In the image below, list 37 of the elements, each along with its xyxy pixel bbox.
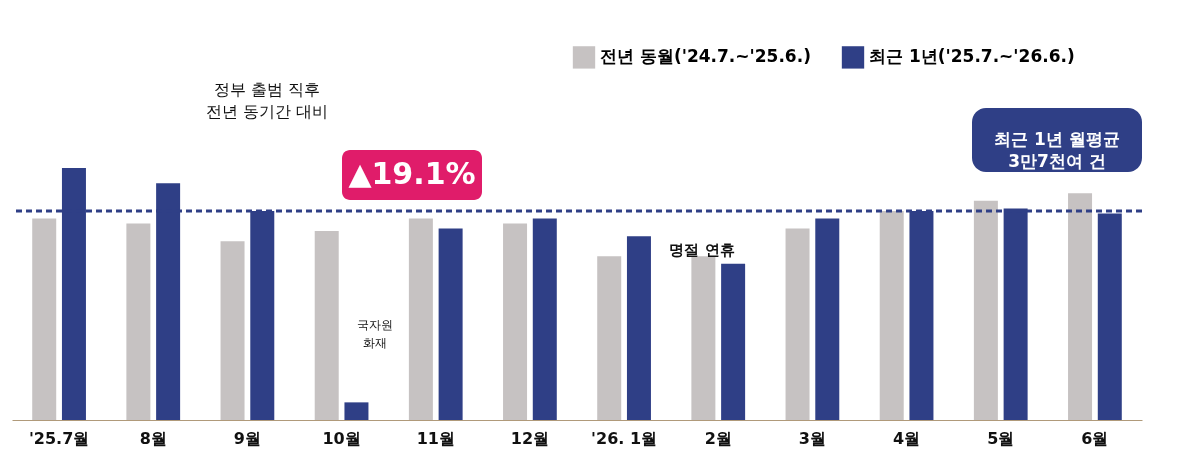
bar (691, 256, 716, 420)
x-tick-label: 3월 (798, 428, 826, 448)
annotation: ▲19.1% (348, 156, 476, 191)
bar (815, 218, 840, 420)
x-tick-label: '25.7월 (28, 428, 90, 448)
bar (721, 263, 746, 420)
bar (438, 228, 463, 420)
bar (503, 223, 528, 420)
x-tick-label: 12월 (510, 428, 550, 448)
x-tick-label: 6월 (1081, 428, 1109, 448)
annotation: 국자원 화재 (357, 318, 393, 350)
x-tick-label: 8월 (139, 428, 167, 448)
x-tick-label: 11월 (416, 428, 455, 448)
x-tick-label: 4월 (893, 428, 921, 448)
legend-label: 최근 1년('25.7.~'26.6.) (869, 46, 1075, 67)
bar (344, 402, 369, 420)
bar (626, 236, 651, 420)
bar (220, 241, 245, 420)
bar (408, 218, 433, 420)
x-tick-label: 5월 (987, 428, 1015, 448)
bar (973, 200, 998, 420)
legend-label: 전년 동월('24.7.~'25.6.) (600, 46, 811, 67)
bar (532, 218, 557, 420)
x-tick-label: '26. 1월 (591, 428, 658, 448)
bar (126, 223, 151, 420)
bar (597, 256, 622, 420)
text: 정부 출범 직후 전년 동기간 대비 (205, 80, 329, 121)
bar (32, 218, 57, 420)
bar (879, 210, 904, 420)
x-tick-label: 10월 (322, 428, 361, 448)
bar (1068, 193, 1093, 420)
ref-line-label: 최근 1년 월평균 3만7천여 건 (994, 129, 1120, 171)
bar (785, 228, 810, 420)
x-tick-label: 2월 (704, 428, 732, 448)
x-tick-label: 9월 (233, 428, 261, 448)
bar (314, 231, 339, 420)
annotation: 명절 연휴 (669, 241, 735, 259)
